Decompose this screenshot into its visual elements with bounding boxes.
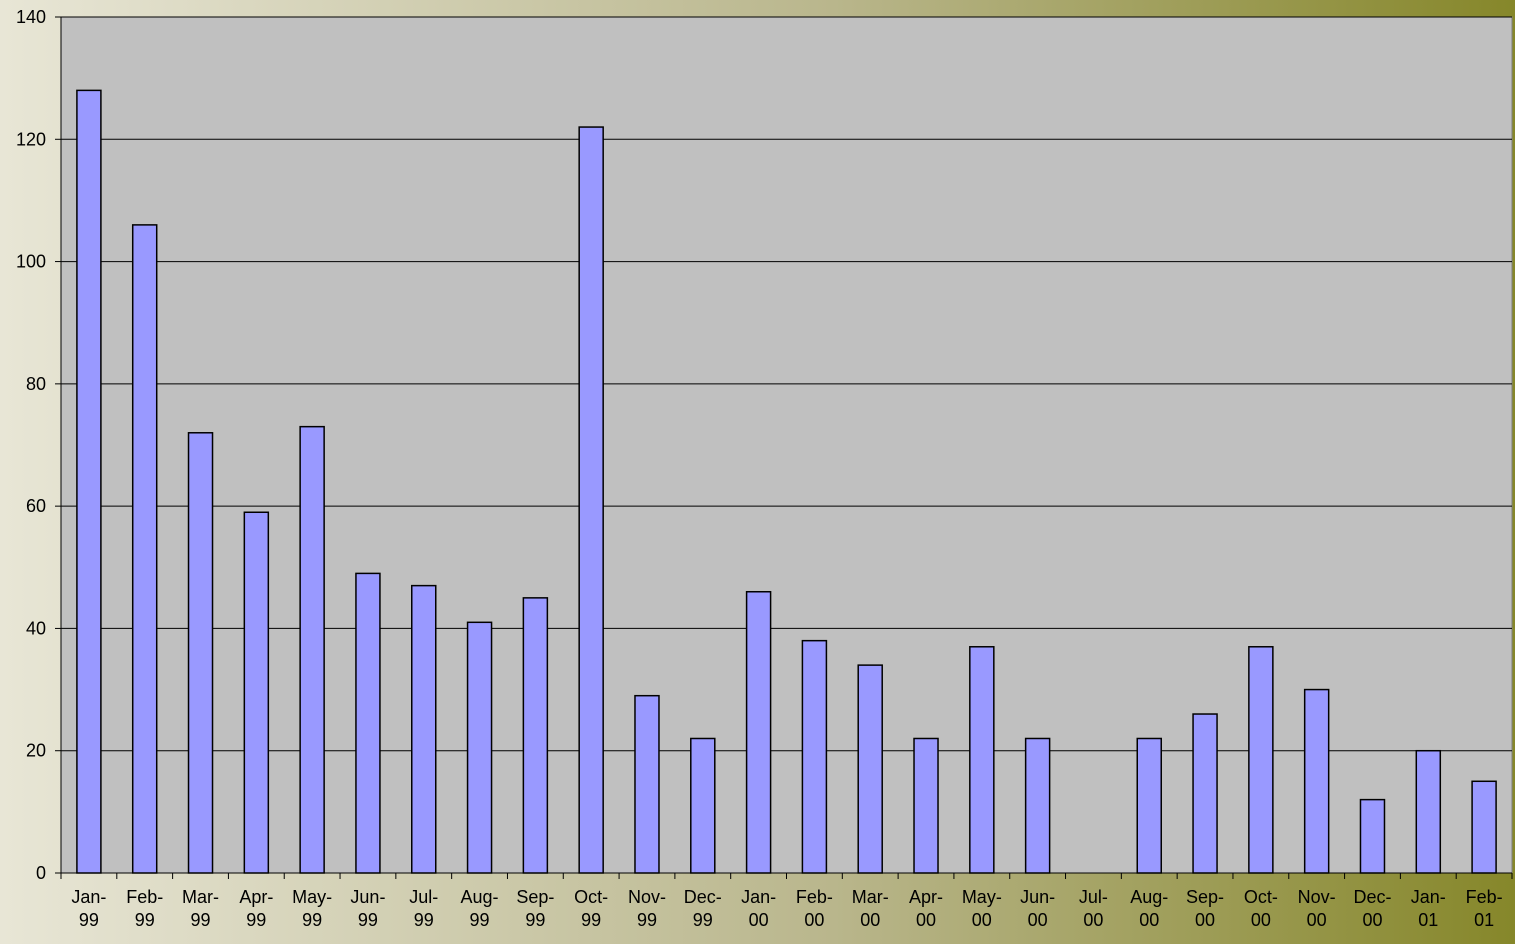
- x-tick-label: Dec-99: [684, 887, 722, 930]
- x-tick-label: Feb-99: [126, 887, 163, 930]
- x-tick-label: Jan-99: [71, 887, 106, 930]
- x-tick-label: Mar-00: [852, 887, 889, 930]
- x-tick-label: Nov-99: [628, 887, 666, 930]
- bar: [299, 425, 325, 874]
- bar: [913, 737, 939, 874]
- x-tick-label: Jun-99: [350, 887, 385, 930]
- x-tick-label: May-99: [292, 887, 332, 930]
- y-tick-label: 40: [26, 618, 46, 638]
- x-tick-label: Aug-00: [1130, 887, 1168, 930]
- bar: [745, 590, 772, 874]
- bar: [1303, 688, 1330, 874]
- bar: [578, 126, 604, 874]
- x-tick-label: Mar-99: [182, 887, 219, 930]
- bar: [131, 224, 158, 874]
- bar: [1415, 749, 1442, 874]
- x-tick-label: Apr-00: [909, 887, 943, 930]
- bar: [690, 737, 716, 874]
- x-tick-label: Aug-99: [461, 887, 499, 930]
- bar: [355, 572, 381, 874]
- y-tick-label: 140: [16, 7, 46, 27]
- x-tick-label: Dec-00: [1353, 887, 1391, 930]
- x-tick-label: Sep-00: [1186, 887, 1224, 930]
- x-tick-label: Oct-00: [1244, 887, 1278, 930]
- bar: [1024, 737, 1051, 874]
- bar: [1359, 798, 1386, 874]
- bar: [1192, 713, 1218, 874]
- y-tick-label: 100: [16, 252, 46, 272]
- x-tick-label: Feb-00: [796, 887, 833, 930]
- x-tick-label: Jul-00: [1079, 887, 1108, 930]
- bar: [969, 646, 995, 874]
- x-tick-label: Jan-00: [741, 887, 776, 930]
- bar: [801, 639, 828, 874]
- x-tick-label: Oct-99: [574, 887, 608, 930]
- y-tick-label: 80: [26, 374, 46, 394]
- x-tick-label: Nov-00: [1298, 887, 1336, 930]
- x-tick-label: Jun-00: [1020, 887, 1055, 930]
- bar: [1136, 737, 1162, 874]
- bar: [187, 432, 214, 874]
- x-tick-label: Feb-01: [1466, 887, 1503, 930]
- x-tick-label: Sep-99: [516, 887, 554, 930]
- x-tick-label: Jan-01: [1411, 887, 1446, 930]
- bar: [466, 621, 493, 874]
- bar: [634, 694, 660, 874]
- y-tick-label: 120: [16, 129, 46, 149]
- plot-area: [60, 16, 1513, 874]
- x-tick-label: Apr-99: [239, 887, 273, 930]
- bar: [1471, 780, 1497, 874]
- y-tick-label: 60: [26, 496, 46, 516]
- y-tick-label: 0: [36, 863, 46, 883]
- bar: [243, 511, 270, 874]
- x-tick-label: May-00: [962, 887, 1002, 930]
- bar: [76, 89, 102, 874]
- bar: [1248, 646, 1274, 874]
- bar: [857, 664, 883, 874]
- x-tick-label: Jul-99: [409, 887, 438, 930]
- bar: [411, 584, 437, 874]
- bar: [522, 597, 549, 874]
- y-tick-label: 20: [26, 741, 46, 761]
